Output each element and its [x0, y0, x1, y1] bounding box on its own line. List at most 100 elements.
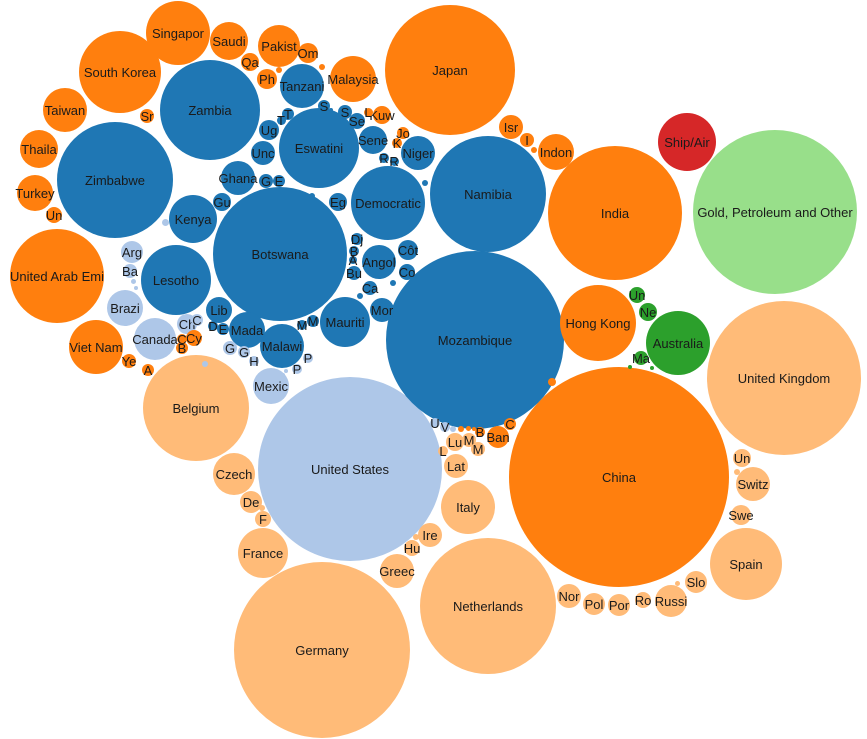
- bubble-gold-petroleum-and-other[interactable]: Gold, Petroleum and Other: [693, 130, 857, 294]
- bubble-b[interactable]: B: [475, 426, 485, 439]
- bubble-dot[interactable]: [276, 67, 282, 73]
- bubble-g[interactable]: G: [223, 341, 237, 355]
- bubble-dot[interactable]: [458, 426, 464, 432]
- bubble-ma[interactable]: Ma: [632, 351, 650, 365]
- bubble-malawi[interactable]: Malawi: [260, 324, 304, 368]
- bubble-united-arab-emi[interactable]: United Arab Emi: [10, 229, 104, 323]
- bubble-dot[interactable]: [130, 278, 136, 284]
- bubble-dot[interactable]: [650, 366, 654, 370]
- bubble-singapor[interactable]: Singapor: [146, 1, 210, 65]
- bubble-russi[interactable]: Russi: [655, 585, 687, 617]
- bubble-kenya[interactable]: Kenya: [169, 195, 217, 243]
- bubble-dot[interactable]: [548, 378, 556, 386]
- bubble-e[interactable]: E: [217, 323, 229, 336]
- bubble-r[interactable]: R: [389, 155, 398, 168]
- bubble-nor[interactable]: Nor: [557, 584, 581, 608]
- bubble-ba[interactable]: Ba: [122, 264, 138, 278]
- bubble-zambia[interactable]: Zambia: [160, 60, 260, 160]
- bubble-dot[interactable]: [413, 534, 419, 540]
- bubble-dot[interactable]: [134, 286, 138, 290]
- bubble-canada[interactable]: Canada: [132, 318, 178, 360]
- bubble-belgium[interactable]: Belgium: [143, 355, 249, 461]
- bubble-botswana[interactable]: Botswana: [213, 187, 347, 321]
- bubble-ghana[interactable]: Ghana: [218, 161, 258, 195]
- bubble-om[interactable]: Om: [298, 43, 318, 63]
- bubble-zimbabwe[interactable]: Zimbabwe: [57, 122, 173, 238]
- bubble-dot[interactable]: [450, 426, 456, 432]
- bubble-c[interactable]: C: [177, 333, 187, 346]
- bubble-mauriti[interactable]: Mauriti: [320, 297, 370, 347]
- bubble-kuw[interactable]: Kuw: [369, 106, 395, 124]
- bubble-india[interactable]: India: [548, 146, 682, 280]
- bubble-indon[interactable]: Indon: [538, 134, 574, 170]
- bubble-greec[interactable]: Greec: [379, 554, 415, 588]
- bubble-dot[interactable]: [319, 64, 325, 70]
- bubble-g[interactable]: G: [238, 346, 250, 359]
- bubble-malaysia[interactable]: Malaysia: [327, 56, 379, 102]
- bubble-ug[interactable]: Ug: [259, 120, 279, 140]
- bubble-eg[interactable]: Eg: [329, 193, 347, 211]
- bubble-angol[interactable]: Angol: [362, 245, 396, 279]
- bubble-netherlands[interactable]: Netherlands: [420, 538, 556, 674]
- bubble-brazi[interactable]: Brazi: [107, 290, 143, 326]
- bubble-sene[interactable]: Sene: [358, 126, 388, 154]
- bubble-un[interactable]: Un: [733, 449, 751, 467]
- bubble-l[interactable]: L: [363, 106, 373, 119]
- bubble-tanzani[interactable]: Tanzani: [280, 64, 324, 108]
- bubble-e[interactable]: E: [273, 175, 285, 188]
- bubble-hong-kong[interactable]: Hong Kong: [560, 285, 636, 361]
- bubble-swe[interactable]: Swe: [728, 505, 754, 525]
- bubble-thaila[interactable]: Thaila: [20, 130, 58, 168]
- bubble-viet-nam[interactable]: Viet Nam: [69, 320, 123, 374]
- bubble-turkey[interactable]: Turkey: [15, 175, 55, 211]
- bubble-dot[interactable]: [531, 147, 537, 153]
- bubble-china[interactable]: China: [509, 367, 729, 587]
- bubble-v[interactable]: V: [440, 421, 450, 434]
- bubble-un[interactable]: Un: [629, 287, 645, 303]
- bubble-unc[interactable]: Unc: [251, 141, 275, 165]
- bubble-ro[interactable]: Ro: [635, 592, 651, 608]
- bubble-dot[interactable]: [357, 293, 363, 299]
- bubble-arg[interactable]: Arg: [121, 241, 143, 263]
- bubble-dj[interactable]: Dj: [351, 233, 363, 246]
- bubble-cy[interactable]: Cy: [186, 330, 202, 346]
- bubble-dot[interactable]: [161, 218, 169, 226]
- bubble-ban[interactable]: Ban: [486, 426, 510, 448]
- bubble-c[interactable]: C: [504, 418, 516, 431]
- bubble-dot[interactable]: [674, 580, 680, 586]
- bubble-dot[interactable]: [329, 108, 333, 112]
- bubble-dot[interactable]: [628, 365, 632, 369]
- bubble-dot[interactable]: [465, 425, 471, 431]
- bubble-r[interactable]: R: [379, 152, 389, 165]
- bubble-f[interactable]: F: [255, 511, 271, 527]
- bubble-taiwan[interactable]: Taiwan: [43, 88, 87, 132]
- bubble-spain[interactable]: Spain: [710, 528, 782, 600]
- bubble-g[interactable]: G: [259, 174, 273, 188]
- bubble-l[interactable]: L: [438, 445, 448, 458]
- bubble-ne[interactable]: Ne: [639, 303, 657, 321]
- bubble-democratic[interactable]: Democratic: [351, 166, 425, 240]
- bubble-dot[interactable]: [734, 469, 740, 475]
- bubble-qa[interactable]: Qa: [241, 53, 259, 71]
- bubble-united-kingdom[interactable]: United Kingdom: [707, 301, 861, 455]
- bubble-c-t[interactable]: Côt: [398, 240, 418, 260]
- bubble-i[interactable]: I: [520, 133, 534, 147]
- bubble-gu[interactable]: Gu: [213, 193, 231, 211]
- bubble-dot[interactable]: [422, 180, 428, 186]
- bubble-pakist[interactable]: Pakist: [258, 25, 300, 67]
- bubble-b[interactable]: B: [349, 245, 359, 258]
- bubble-saudi[interactable]: Saudi: [210, 22, 248, 60]
- bubble-dot[interactable]: [281, 373, 285, 377]
- bubble-k[interactable]: K: [392, 137, 402, 150]
- bubble-dot[interactable]: [284, 369, 288, 373]
- bubble-d[interactable]: D: [208, 320, 218, 333]
- bubble-italy[interactable]: Italy: [441, 480, 495, 534]
- bubble-dot[interactable]: [390, 280, 396, 286]
- bubble-m[interactable]: M: [471, 442, 485, 456]
- bubble-h[interactable]: H: [249, 355, 259, 368]
- bubble-slo[interactable]: Slo: [685, 571, 707, 593]
- bubble-co[interactable]: Co: [399, 264, 415, 280]
- bubble-isr[interactable]: Isr: [499, 115, 523, 139]
- bubble-ye[interactable]: Ye: [122, 354, 136, 368]
- bubble-france[interactable]: France: [238, 528, 288, 578]
